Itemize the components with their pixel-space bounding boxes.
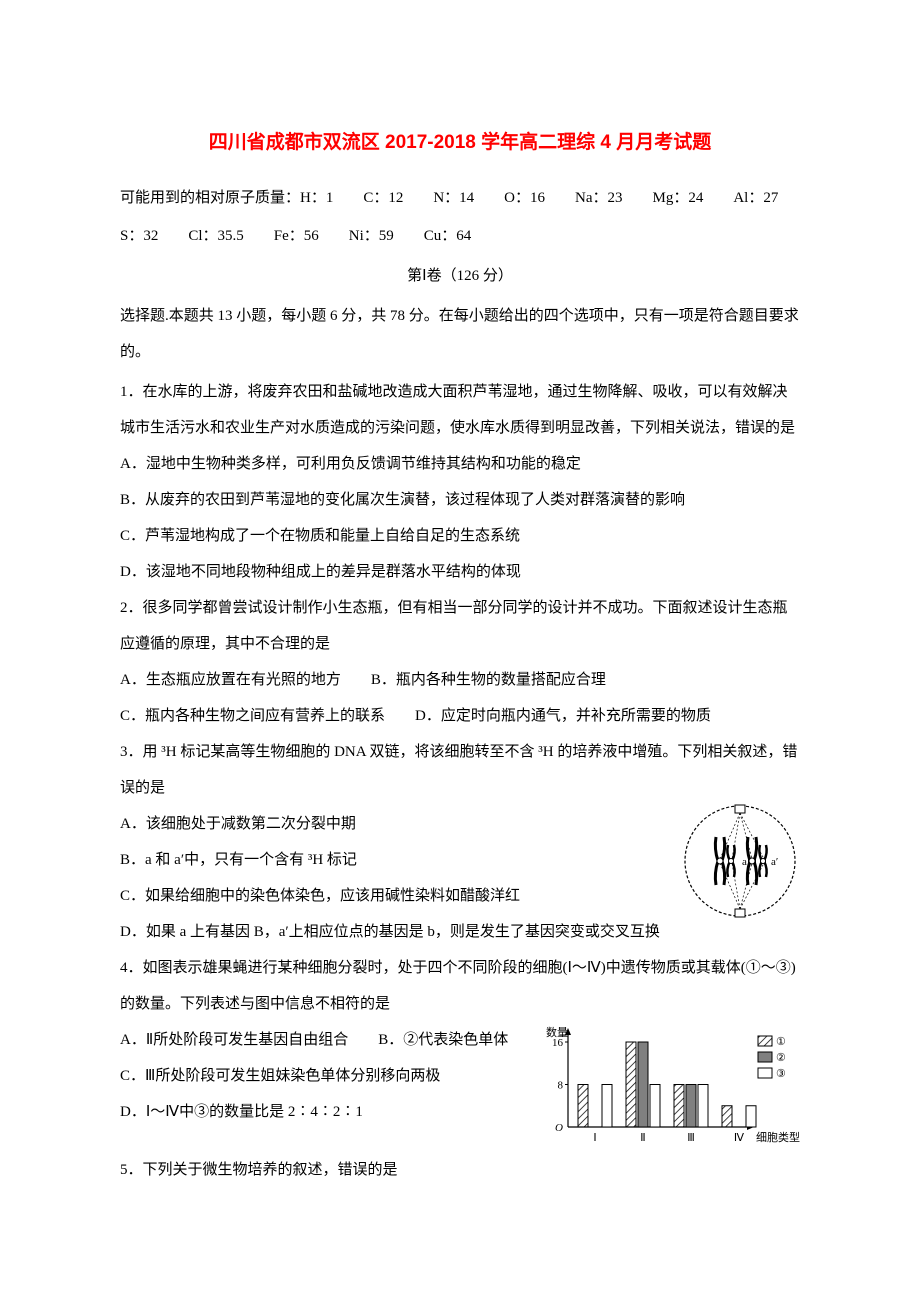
q2-option-c: C．瓶内各种生物之间应有营养上的联系 bbox=[120, 698, 385, 734]
q1-option-b: B．从废弃的农田到芦苇湿地的变化属次生演替，该过程体现了人类对群落演替的影响 bbox=[120, 482, 800, 518]
q2-stem: 2．很多同学都曾尝试设计制作小生态瓶，但有相当一部分同学的设计并不成功。下面叙述… bbox=[120, 590, 800, 662]
q3-stem: 3．用 ³H 标记某高等生物细胞的 DNA 双链，将该细胞转至不含 ³H 的培养… bbox=[120, 734, 800, 806]
q1-stem: 1．在水库的上游，将废弃农田和盐碱地改造成大面积芦苇湿地，通过生物降解、吸收，可… bbox=[120, 374, 800, 446]
cell-division-figure: a a′ bbox=[680, 801, 800, 921]
svg-text:O: O bbox=[555, 1122, 563, 1134]
q4-stem: 4．如图表示雄果蝇进行某种细胞分裂时，处于四个不同阶段的细胞(Ⅰ～Ⅳ)中遗传物质… bbox=[120, 950, 800, 1022]
q1-option-d: D．该湿地不同地段物种组成上的差异是群落水平结构的体现 bbox=[120, 554, 800, 590]
q1-option-c: C．芦苇湿地构成了一个在物质和能量上自给自足的生态系统 bbox=[120, 518, 800, 554]
atomic-mass-line2: S：32 Cl：35.5 Fe：56 Ni：59 Cu：64 bbox=[120, 218, 800, 254]
svg-text:①: ① bbox=[776, 1036, 786, 1048]
instruction-text: 选择题.本题共 13 小题，每小题 6 分，共 78 分。在每小题给出的四个选项… bbox=[120, 298, 800, 370]
q2-option-a: A．生态瓶应放置在有光照的地方 bbox=[120, 662, 341, 698]
svg-text:③: ③ bbox=[776, 1068, 786, 1080]
exam-title: 四川省成都市双流区 2017-2018 学年高二理综 4 月月考试题 bbox=[120, 120, 800, 166]
q2-option-b: B．瓶内各种生物的数量搭配应合理 bbox=[371, 662, 606, 698]
svg-text:数量: 数量 bbox=[546, 1026, 568, 1039]
q4-option-a: A．Ⅱ所处阶段可发生基因自由组合 bbox=[120, 1022, 348, 1058]
q2-option-d: D．应定时向瓶内通气，并补充所需要的物质 bbox=[415, 698, 711, 734]
question-2: 2．很多同学都曾尝试设计制作小生态瓶，但有相当一部分同学的设计并不成功。下面叙述… bbox=[120, 590, 800, 734]
question-5: 5．下列关于微生物培养的叙述，错误的是 bbox=[120, 1152, 800, 1188]
atomic-mass-line1: 可能用到的相对原子质量：H：1 C：12 N：14 O：16 Na：23 Mg：… bbox=[120, 180, 800, 216]
svg-text:Ⅳ: Ⅳ bbox=[734, 1132, 745, 1144]
cell-label-aprime: a′ bbox=[771, 856, 778, 868]
svg-text:Ⅱ: Ⅱ bbox=[640, 1132, 645, 1144]
svg-text:Ⅲ: Ⅲ bbox=[687, 1132, 695, 1144]
svg-text:②: ② bbox=[776, 1052, 786, 1064]
svg-text:细胞类型: 细胞类型 bbox=[756, 1130, 800, 1144]
q1-option-a: A．湿地中生物种类多样，可利用负反馈调节维持其结构和功能的稳定 bbox=[120, 446, 800, 482]
question-3: 3．用 ³H 标记某高等生物细胞的 DNA 双链，将该细胞转至不含 ³H 的培养… bbox=[120, 734, 800, 950]
bar-chart-figure: 816O数量ⅠⅡⅢⅣ细胞类型①②③ bbox=[540, 1022, 800, 1152]
cell-label-a: a bbox=[742, 856, 747, 868]
svg-text:8: 8 bbox=[558, 1079, 564, 1091]
question-1: 1．在水库的上游，将废弃农田和盐碱地改造成大面积芦苇湿地，通过生物降解、吸收，可… bbox=[120, 374, 800, 590]
section-header: 第Ⅰ卷（126 分） bbox=[120, 258, 800, 294]
q4-option-b: B．②代表染色单体 bbox=[378, 1022, 508, 1058]
q5-stem: 5．下列关于微生物培养的叙述，错误的是 bbox=[120, 1152, 800, 1188]
question-4: 4．如图表示雄果蝇进行某种细胞分裂时，处于四个不同阶段的细胞(Ⅰ～Ⅳ)中遗传物质… bbox=[120, 950, 800, 1152]
svg-text:Ⅰ: Ⅰ bbox=[593, 1132, 596, 1144]
